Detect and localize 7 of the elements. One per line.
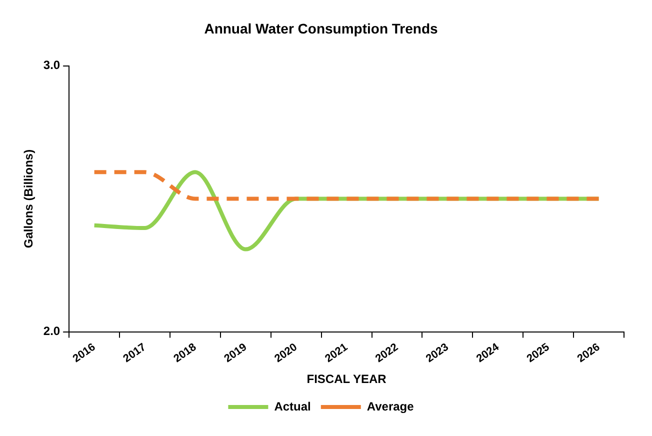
y-tick-label: 3.0 — [43, 58, 60, 72]
y-axis-title: Gallons (Billions) — [22, 149, 36, 248]
y-tick-label: 2.0 — [43, 324, 60, 338]
legend-label: Actual — [274, 399, 311, 414]
x-axis-title: FISCAL YEAR — [306, 372, 387, 386]
chart-title: Annual Water Consumption Trends — [204, 20, 438, 36]
legend-label: Average — [366, 399, 414, 414]
